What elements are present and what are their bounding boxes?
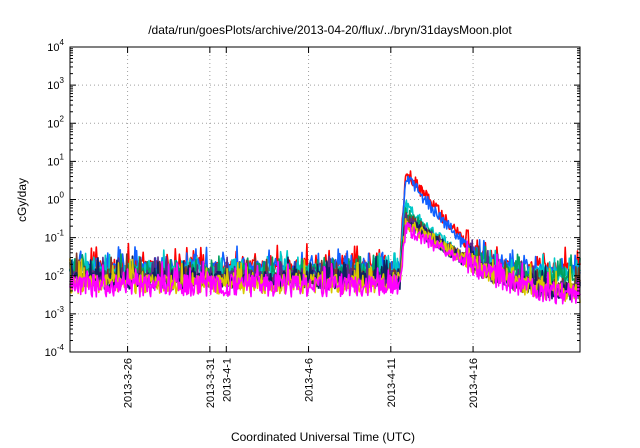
y-tick-label: 103 (47, 76, 64, 92)
y-tick-labels: 104 103 102 101 100 10-1 10-2 10-3 10-4 (45, 38, 65, 359)
series-line-magenta (69, 221, 581, 305)
y-tick-label: 10-1 (45, 229, 65, 245)
x-tick-label: 2013-4-16 (468, 358, 480, 408)
x-tick-label: 2013-4-1 (221, 358, 233, 402)
y-tick-label: 10-4 (45, 343, 65, 359)
x-tick-label: 2013-4-11 (386, 358, 398, 407)
y-axis-label: cGy/day (15, 178, 29, 222)
x-tick-label: 2013-3-31 (205, 358, 217, 408)
y-tick-label: 100 (47, 191, 64, 207)
y-tick-label: 10-2 (45, 267, 65, 283)
x-axis-label: Coordinated Universal Time (UTC) (231, 430, 415, 444)
y-tick-label: 101 (47, 152, 64, 168)
series-layer (69, 170, 581, 305)
x-tick-label: 2013-4-6 (304, 358, 316, 402)
x-tick-labels: 2013-3-26 2013-3-31 2013-4-1 2013-4-6 2013-4… (123, 358, 480, 408)
x-tick-label: 2013-3-26 (123, 358, 135, 408)
plot-frame (69, 46, 581, 353)
y-tick-label: 10-3 (45, 305, 65, 321)
grid (70, 47, 580, 352)
chart-title: /data/run/goesPlots/archive/2013-04-20/f… (148, 23, 512, 37)
y-tick-label: 102 (47, 114, 64, 130)
y-tick-label: 104 (47, 38, 64, 54)
